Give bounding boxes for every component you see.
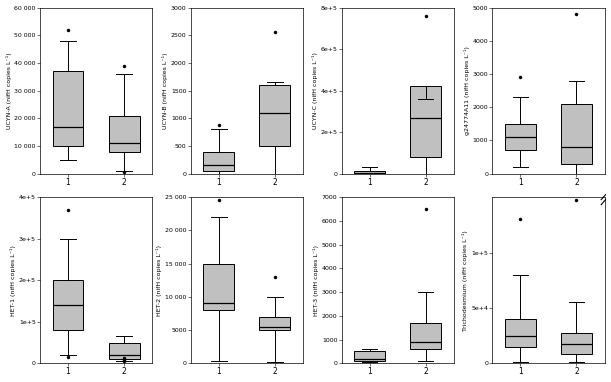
PathPatch shape [53, 280, 84, 330]
PathPatch shape [53, 71, 84, 146]
PathPatch shape [561, 333, 592, 354]
PathPatch shape [410, 323, 441, 349]
Y-axis label: HET-2 (nifH copies L⁻¹): HET-2 (nifH copies L⁻¹) [156, 245, 163, 316]
Y-axis label: HET-3 (nifH copies L⁻¹): HET-3 (nifH copies L⁻¹) [313, 245, 319, 316]
PathPatch shape [561, 104, 592, 164]
PathPatch shape [109, 343, 139, 359]
PathPatch shape [410, 86, 441, 157]
Y-axis label: HET-1 (nifH copies L⁻¹): HET-1 (nifH copies L⁻¹) [10, 245, 16, 316]
PathPatch shape [505, 319, 536, 347]
Y-axis label: UCYN-A (nifH copies L⁻¹): UCYN-A (nifH copies L⁻¹) [5, 52, 12, 129]
PathPatch shape [203, 152, 234, 171]
PathPatch shape [109, 115, 139, 152]
PathPatch shape [260, 85, 290, 146]
PathPatch shape [203, 264, 234, 310]
Y-axis label: Trichodesmium (nifH copies L⁻¹): Trichodesmium (nifH copies L⁻¹) [463, 230, 469, 330]
PathPatch shape [354, 170, 385, 174]
Y-axis label: g24774A11 (nifH copies L⁻¹): g24774A11 (nifH copies L⁻¹) [464, 46, 470, 135]
PathPatch shape [354, 351, 385, 361]
Y-axis label: UCYN-B (nifH copies L⁻¹): UCYN-B (nifH copies L⁻¹) [162, 52, 168, 129]
Y-axis label: UCYN-C (nifH copies L⁻¹): UCYN-C (nifH copies L⁻¹) [312, 52, 318, 129]
PathPatch shape [505, 124, 536, 151]
PathPatch shape [260, 317, 290, 330]
